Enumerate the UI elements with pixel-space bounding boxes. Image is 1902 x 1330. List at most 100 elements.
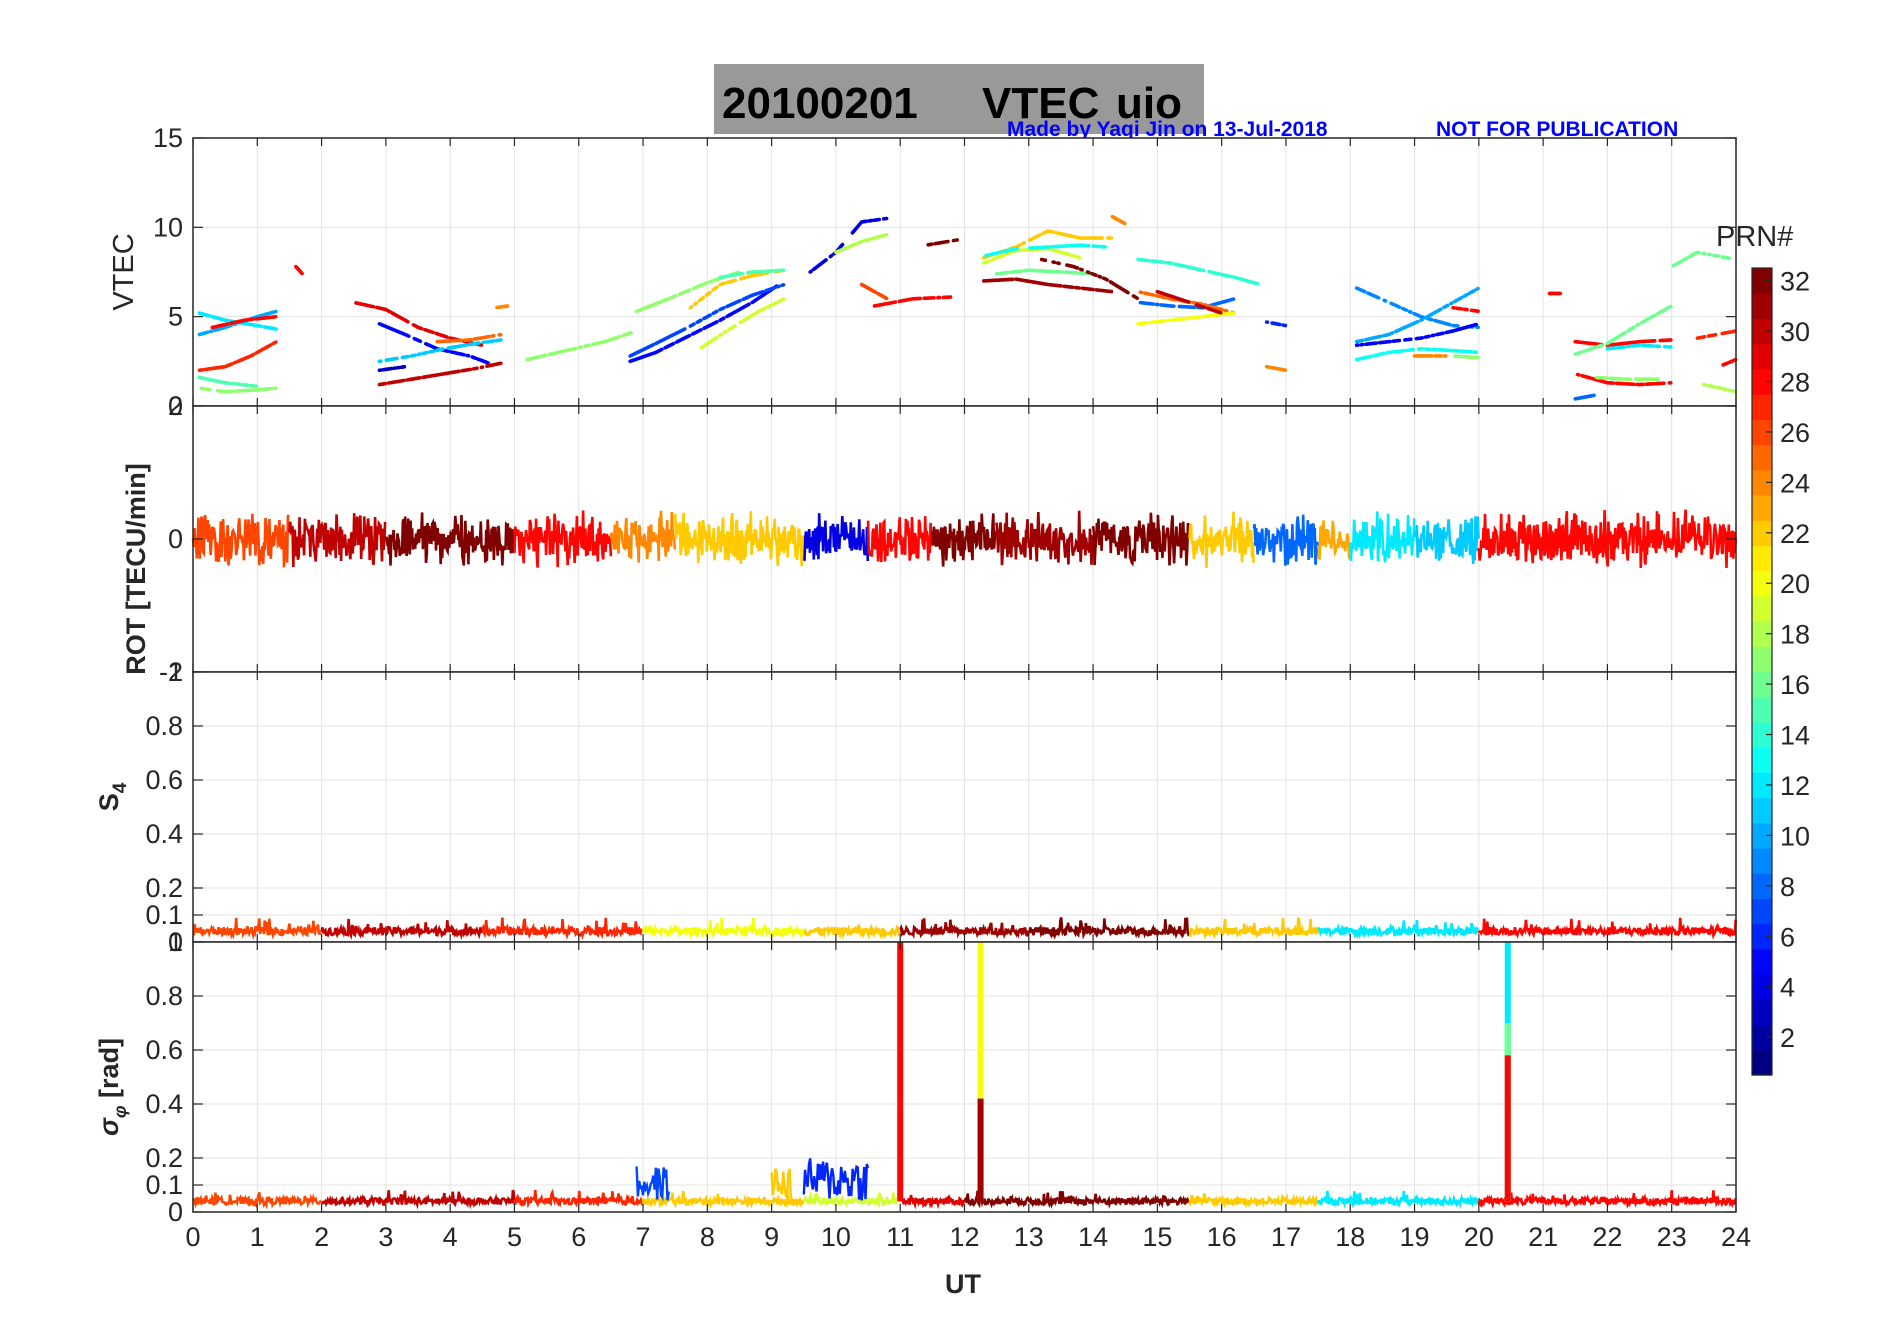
y-axis-label: S4 bbox=[94, 782, 131, 811]
colorbar-swatch bbox=[1752, 570, 1772, 597]
colorbar-swatch bbox=[1752, 696, 1772, 723]
vtec-point bbox=[650, 342, 656, 348]
vtec-point bbox=[808, 269, 814, 274]
vtec-point bbox=[697, 328, 703, 333]
s4-panel: 00.10.2 0.4 0.6 0.8 1 S4 bbox=[94, 657, 1737, 957]
vtec-point bbox=[736, 298, 742, 304]
vtec-point bbox=[872, 289, 878, 295]
vtec-point bbox=[693, 301, 699, 306]
colorbar-tick-label: 20 bbox=[1780, 569, 1810, 599]
vtec-point bbox=[986, 258, 992, 264]
y-tick-label: 1 bbox=[168, 657, 183, 687]
vtec-point bbox=[1444, 303, 1450, 309]
vtec-point bbox=[686, 288, 692, 293]
y-tick-label: 2 bbox=[168, 391, 183, 421]
y-tick-label: 0.2 bbox=[145, 1143, 183, 1173]
vtec-point bbox=[1361, 289, 1367, 294]
vtec-point bbox=[713, 309, 719, 314]
index-trace bbox=[1316, 1190, 1480, 1210]
x-tick-label: 21 bbox=[1528, 1222, 1558, 1252]
y-tick-label: 0.6 bbox=[145, 1035, 183, 1065]
index-trace bbox=[1188, 916, 1319, 941]
x-tick-label: 24 bbox=[1721, 1222, 1751, 1252]
vtec-point bbox=[1097, 274, 1103, 279]
rot-trace bbox=[191, 513, 290, 568]
x-tick-label: 15 bbox=[1142, 1222, 1172, 1252]
colorbar-swatch bbox=[1752, 721, 1772, 748]
vtec-point bbox=[1449, 301, 1454, 306]
vtec-point bbox=[1471, 288, 1477, 293]
title-background bbox=[714, 64, 1204, 134]
colorbar-swatch bbox=[1752, 318, 1772, 345]
vtec-point bbox=[688, 304, 694, 310]
colorbar-tick-label: 22 bbox=[1780, 519, 1810, 549]
vtec-point bbox=[1133, 295, 1139, 301]
colorbar-swatch bbox=[1752, 595, 1772, 622]
colorbar-swatch bbox=[1752, 974, 1772, 1000]
colorbar-swatch bbox=[1752, 343, 1772, 370]
vtec-point bbox=[1684, 256, 1690, 261]
index-trace bbox=[963, 1190, 1191, 1210]
vtec-point bbox=[700, 295, 706, 301]
x-tick-label: 22 bbox=[1592, 1222, 1622, 1252]
rot-trace bbox=[384, 512, 516, 566]
vtec-point bbox=[670, 341, 676, 347]
y-axis-label: VTEC bbox=[108, 233, 140, 310]
y-axis-label: ROT [TECU/min] bbox=[121, 463, 151, 674]
vtec-point bbox=[1458, 295, 1464, 301]
rot-trace bbox=[1316, 520, 1351, 560]
index-trace bbox=[320, 918, 484, 941]
vtec-point bbox=[1000, 253, 1006, 258]
rot-trace bbox=[609, 510, 677, 563]
y-axis-label: σφ [rad] bbox=[94, 1038, 130, 1136]
index-trace bbox=[802, 1190, 901, 1210]
burst-trace bbox=[635, 1166, 670, 1202]
x-tick-label: 1 bbox=[250, 1222, 265, 1252]
x-tick-label: 9 bbox=[764, 1222, 779, 1252]
colorbar-label: PRN# bbox=[1716, 221, 1793, 253]
rot-trace bbox=[1349, 511, 1416, 563]
vtec-point bbox=[1085, 270, 1091, 275]
colorbar-swatch bbox=[1752, 848, 1772, 874]
y-tick-label: 0.6 bbox=[145, 765, 183, 795]
y-tick-label: 0.4 bbox=[145, 819, 183, 849]
vtec-point bbox=[1124, 289, 1130, 295]
vtec-point bbox=[1671, 263, 1677, 268]
burst-trace bbox=[802, 1158, 870, 1201]
colorbar-swatch bbox=[1752, 469, 1772, 496]
vtec-point bbox=[1419, 317, 1425, 323]
y-tick-label: 0.1 bbox=[145, 900, 183, 930]
vtec-point bbox=[722, 329, 728, 335]
vtec-point bbox=[706, 313, 712, 318]
vtec-point bbox=[1630, 325, 1636, 330]
colorbar-swatch bbox=[1752, 545, 1772, 572]
colorbar-swatch bbox=[1752, 444, 1772, 471]
y-tick-label: 1 bbox=[168, 927, 183, 957]
title-station: uio bbox=[1116, 79, 1182, 128]
colorbar-swatch bbox=[1752, 671, 1772, 698]
vtec-point bbox=[1396, 304, 1402, 309]
vtec-point bbox=[1074, 265, 1080, 270]
vtec-point bbox=[702, 281, 709, 286]
colorbar-swatch bbox=[1752, 419, 1772, 446]
colorbar-tick-label: 26 bbox=[1780, 418, 1810, 448]
colorbar-swatch bbox=[1752, 520, 1772, 547]
vtec-point bbox=[1667, 304, 1673, 310]
vtec-point bbox=[272, 340, 278, 345]
rot-trace bbox=[1413, 516, 1480, 564]
colorbar-swatch bbox=[1752, 948, 1772, 975]
vtec-point bbox=[1092, 272, 1098, 278]
y-tick-label: 0.8 bbox=[145, 981, 183, 1011]
vtec-point bbox=[1437, 307, 1443, 312]
x-tick-label: 18 bbox=[1335, 1222, 1365, 1252]
colorbar-tick-label: 32 bbox=[1780, 267, 1810, 297]
y-tick-label: 0.1 bbox=[145, 1170, 183, 1200]
vtec-point bbox=[767, 303, 773, 308]
vtec-point bbox=[1651, 313, 1657, 318]
index-trace bbox=[1028, 917, 1191, 940]
rot-trace bbox=[673, 511, 805, 567]
vtec-point bbox=[267, 343, 273, 348]
colorbar-swatch bbox=[1752, 646, 1772, 673]
x-tick-label: 20 bbox=[1464, 1222, 1494, 1252]
